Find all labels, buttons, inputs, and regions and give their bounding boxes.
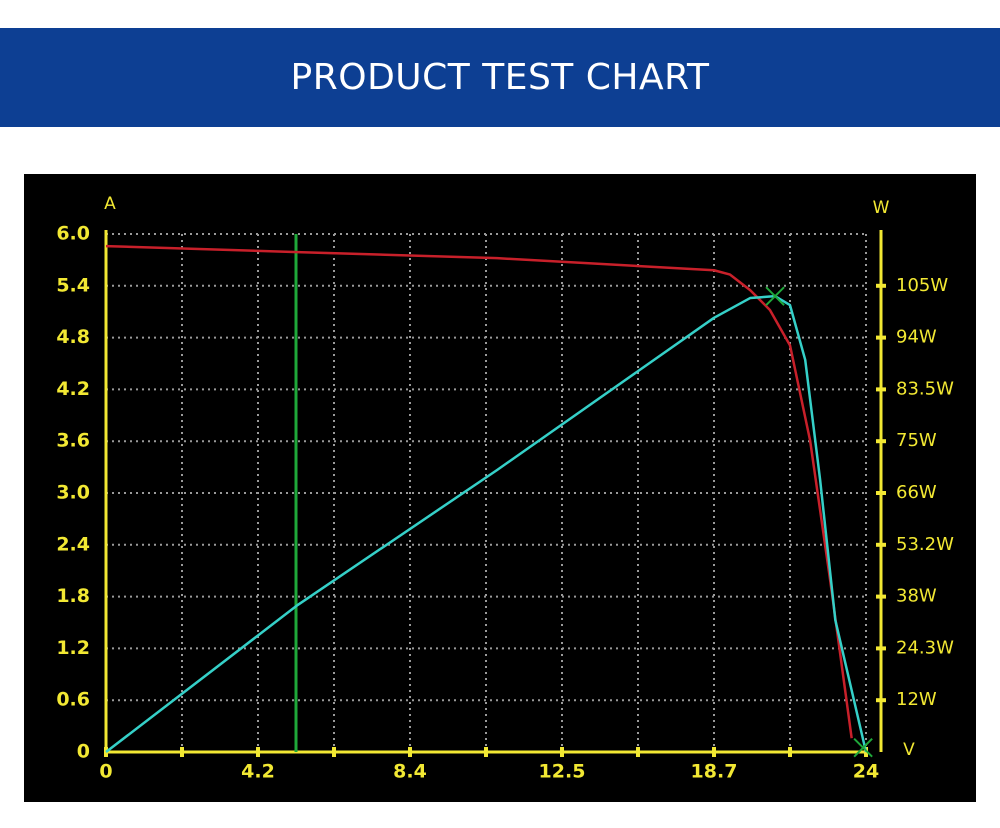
y-tick-label: 2.4 [56,533,90,555]
y-tick-label: 0 [77,741,90,763]
y2-tick-label: 38W [896,586,937,607]
y2-tick-label: 75W [896,430,937,451]
point-marker [853,737,873,758]
x-axis-label: V [903,740,915,760]
y-axis-label: A [104,194,116,214]
y-tick-label: 4.2 [56,378,90,400]
y-tick-label: 3.0 [56,482,90,504]
y2-tick-label: 66W [896,482,937,503]
y2-tick-label: 53.2W [896,534,954,555]
x-tick-label: 24 [853,761,879,783]
y2-tick-label: 24.3W [896,637,954,658]
chart-title: PRODUCT TEST CHART [290,57,710,98]
x-tick-label: 18.7 [691,761,738,783]
y-tick-label: 1.8 [56,585,90,607]
y-tick-label: 3.6 [56,430,90,452]
x-tick-label: 4.2 [241,761,275,783]
x-tick-label: 8.4 [393,761,427,783]
chart-background [24,174,976,802]
y-tick-label: 5.4 [56,274,90,296]
header: PRODUCT TEST CHART [0,28,1000,127]
x-tick-label: 12.5 [539,761,586,783]
y2-tick-label: 83.5W [896,378,954,399]
y-tick-label: 1.2 [56,637,90,659]
y-tick-label: 4.8 [56,326,90,348]
x-tick-label: 0 [99,761,112,783]
y2-tick-label: 12W [896,689,937,710]
y2-tick-label: 105W [896,275,948,296]
y-tick-label: 6.0 [56,223,90,245]
y-tick-label: 0.6 [56,689,90,711]
point-marker [765,286,785,306]
series-line [105,244,853,739]
y2-tick-label: 94W [896,327,937,348]
y2-axis-label: W [873,198,890,218]
